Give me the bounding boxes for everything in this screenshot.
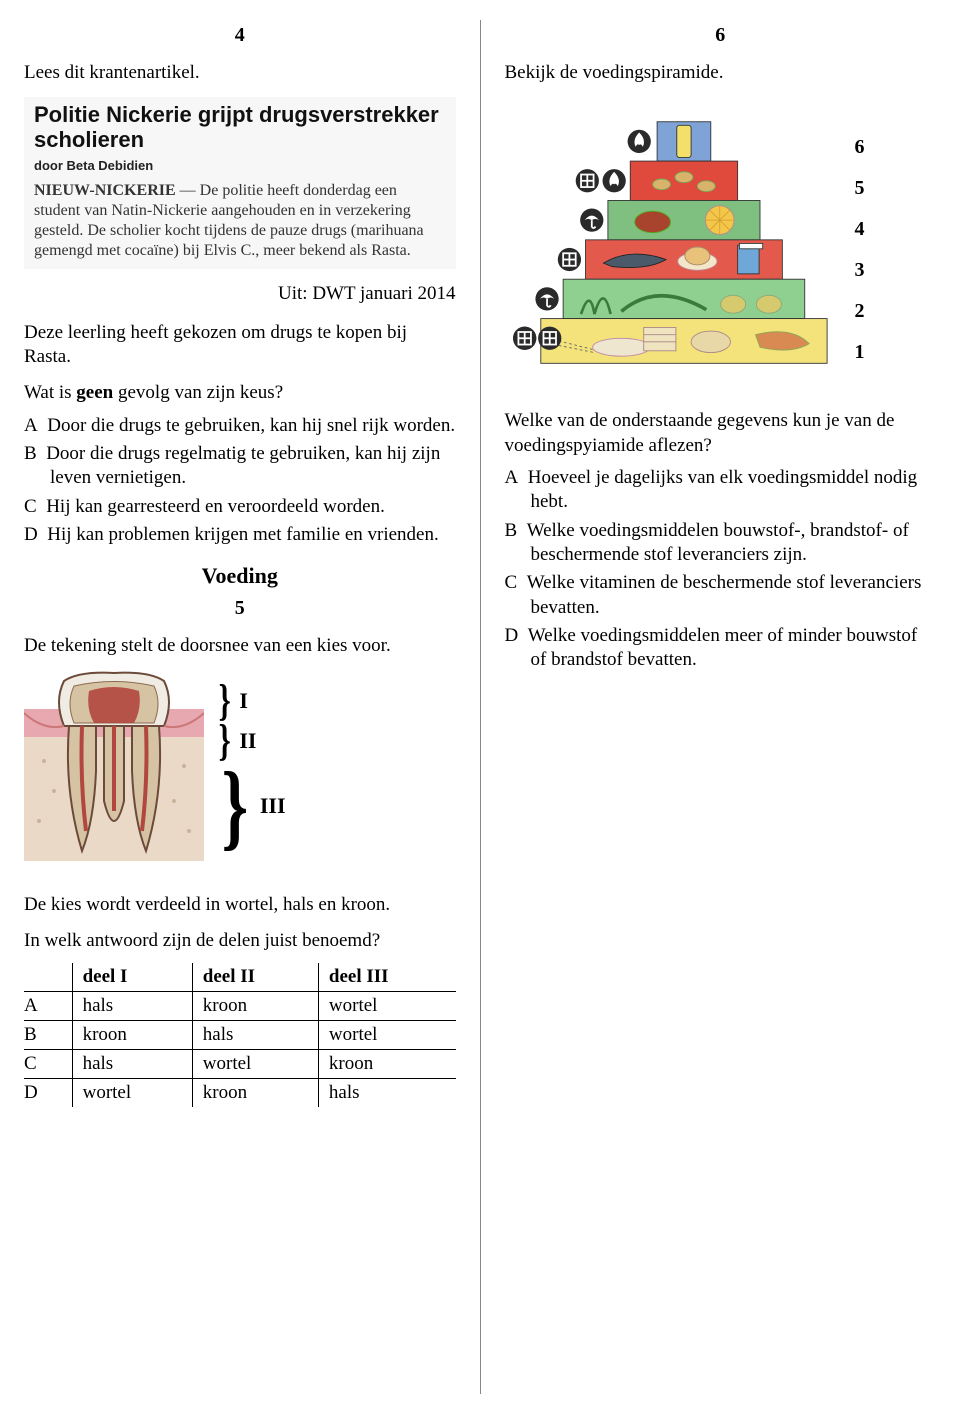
option-A: A Door die drugs te gebruiken, kan hij s… bbox=[24, 414, 456, 438]
option-A-text: Door die drugs te gebruiken, kan hij sne… bbox=[47, 415, 455, 436]
cell: wortel bbox=[318, 1021, 455, 1050]
section-title-voeding: Voeding bbox=[24, 563, 456, 589]
column-divider bbox=[480, 20, 481, 1394]
table-row: A hals kroon wortel bbox=[24, 992, 456, 1021]
q5-intro: De tekening stelt de doorsnee van een ki… bbox=[24, 634, 456, 658]
tooth-diagram: }I }II }III bbox=[24, 671, 456, 861]
table-row: D wortel kroon hals bbox=[24, 1079, 456, 1108]
cell: hals bbox=[72, 1050, 192, 1079]
article-body: NIEUW-NICKERIE — De politie heeft donder… bbox=[34, 181, 446, 261]
pyramid-level-numbers: 6 5 4 3 2 1 bbox=[855, 136, 865, 364]
cell: kroon bbox=[192, 1079, 318, 1108]
table-header-row: deel I deel II deel III bbox=[24, 963, 456, 992]
table-row: C hals wortel kroon bbox=[24, 1050, 456, 1079]
pyramid-svg bbox=[505, 97, 845, 397]
cell: wortel bbox=[192, 1050, 318, 1079]
level-num: 3 bbox=[855, 259, 865, 282]
article-lead-caps: NIEUW-NICKERIE bbox=[34, 182, 176, 199]
question-number: 4 bbox=[24, 24, 456, 47]
level-num: 6 bbox=[855, 136, 865, 159]
col-header: deel II bbox=[192, 963, 318, 992]
roman-III: III bbox=[260, 795, 286, 817]
cell: wortel bbox=[72, 1079, 192, 1108]
right-column: 6 Bekijk de voedingspiramide. bbox=[487, 20, 937, 1394]
q5-table: deel I deel II deel III A hals kroon wor… bbox=[24, 963, 456, 1107]
row-label: D bbox=[24, 1079, 72, 1108]
q4-question-bold: geen bbox=[76, 382, 113, 403]
option-C-text: Hij kan gearresteerd en veroordeeld word… bbox=[46, 496, 385, 517]
q5-text2: De kies wordt verdeeld in wortel, hals e… bbox=[24, 893, 456, 917]
option-D: D Welke voedingsmiddelen meer of minder … bbox=[505, 624, 937, 673]
col-header: deel I bbox=[72, 963, 192, 992]
option-A-text: Hoeveel je dagelijks van elk voedingsmid… bbox=[528, 467, 917, 512]
row-label: C bbox=[24, 1050, 72, 1079]
option-C: C Welke vitaminen de beschermende stof l… bbox=[505, 571, 937, 620]
roman-II: II bbox=[239, 730, 256, 752]
q5-question: In welk antwoord zijn de delen juist ben… bbox=[24, 929, 456, 953]
q4-question-post: gevolg van zijn keus? bbox=[113, 382, 283, 403]
option-D-text: Hij kan problemen krijgen met familie en… bbox=[47, 524, 439, 545]
option-C-text: Welke vitaminen de beschermende stof lev… bbox=[527, 572, 922, 617]
row-label: B bbox=[24, 1021, 72, 1050]
table-row: B kroon hals wortel bbox=[24, 1021, 456, 1050]
cell: hals bbox=[192, 1021, 318, 1050]
level-num: 5 bbox=[855, 177, 865, 200]
question-number: 5 bbox=[24, 597, 456, 620]
level-num: 2 bbox=[855, 300, 865, 323]
food-pyramid: 6 5 4 3 2 1 bbox=[505, 97, 937, 397]
left-column: 4 Lees dit krantenartikel. Politie Nicke… bbox=[24, 20, 474, 1394]
article-headline: Politie Nickerie grijpt drugsverstrekker… bbox=[34, 103, 446, 151]
option-B: B Welke voedingsmiddelen bouwstof-, bran… bbox=[505, 519, 937, 568]
cell: wortel bbox=[318, 992, 455, 1021]
cell: kroon bbox=[72, 1021, 192, 1050]
q4-intro: Lees dit krantenartikel. bbox=[24, 61, 456, 85]
q6-intro: Bekijk de voedingspiramide. bbox=[505, 61, 937, 85]
q4-statement: Deze leerling heeft gekozen om drugs te … bbox=[24, 321, 456, 370]
tooth-labels: }I }II }III bbox=[216, 681, 286, 851]
cell: kroon bbox=[318, 1050, 455, 1079]
q4-question: Wat is geen gevolg van zijn keus? bbox=[24, 381, 456, 405]
question-number: 6 bbox=[505, 24, 937, 47]
article-source: Uit: DWT januari 2014 bbox=[24, 283, 456, 305]
level-num: 4 bbox=[855, 218, 865, 241]
cell: hals bbox=[72, 992, 192, 1021]
option-C: C Hij kan gearresteerd en veroordeeld wo… bbox=[24, 495, 456, 519]
option-B-text: Door die drugs regelmatig te gebruiken, … bbox=[46, 443, 440, 488]
col-header: deel III bbox=[318, 963, 455, 992]
option-A: A Hoeveel je dagelijks van elk voedingsm… bbox=[505, 466, 937, 515]
option-B: B Door die drugs regelmatig te gebruiken… bbox=[24, 442, 456, 491]
cell: kroon bbox=[192, 992, 318, 1021]
roman-I: I bbox=[239, 690, 248, 712]
option-D-text: Welke voedingsmiddelen meer of minder bo… bbox=[528, 625, 917, 670]
option-B-text: Welke voedingsmiddelen bouwstof-, brands… bbox=[527, 520, 909, 565]
tooth-svg bbox=[24, 671, 204, 861]
q6-question: Welke van de onderstaande gegevens kun j… bbox=[505, 409, 937, 458]
article-byline: door Beta Debidien bbox=[34, 158, 446, 173]
newspaper-clipping: Politie Nickerie grijpt drugsverstrekker… bbox=[24, 97, 456, 268]
option-D: D Hij kan problemen krijgen met familie … bbox=[24, 523, 456, 547]
page: 4 Lees dit krantenartikel. Politie Nicke… bbox=[0, 0, 960, 1414]
q4-question-pre: Wat is bbox=[24, 382, 76, 403]
cell: hals bbox=[318, 1079, 455, 1108]
row-label: A bbox=[24, 992, 72, 1021]
level-num: 1 bbox=[855, 341, 865, 364]
